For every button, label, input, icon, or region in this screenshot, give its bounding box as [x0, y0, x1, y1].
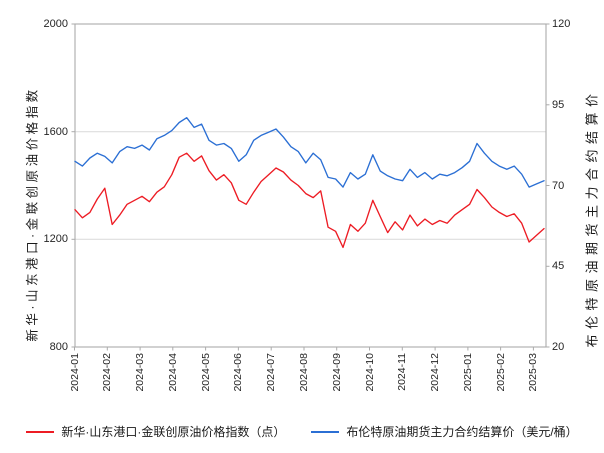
left-axis-title: 新华·山东港口·金联创原油价格指数: [25, 86, 40, 342]
index-series-line: [74, 152, 545, 249]
x-axis-tick-label: 2024-11: [396, 353, 409, 391]
left-axis-tick-label: 2000: [43, 18, 68, 30]
brent-series-line: [74, 117, 545, 188]
right-axis-tick-label: 20: [552, 341, 565, 353]
left-axis-tick-label: 1200: [43, 233, 68, 246]
legend: 新华·山东港口·金联创原油价格指数（点） 布伦特原油期货主力合约结算价（美元/桶…: [0, 423, 604, 440]
index-series-swatch: [26, 430, 55, 433]
x-axis-tick-label: 2025-02: [494, 353, 507, 392]
left-axis-tick-label: 1600: [43, 125, 68, 138]
x-axis-tick-label: 2024-07: [265, 353, 278, 392]
x-axis-tick-label: 2024-10: [363, 353, 376, 392]
x-axis-tick-label: 2024-08: [297, 353, 310, 392]
right-axis-tick-label: 70: [552, 179, 565, 192]
brent-series-label: 布伦特原油期货主力合约结算价（美元/桶）: [346, 425, 578, 439]
index-series-label: 新华·山东港口·金联创原油价格指数（点）: [61, 425, 286, 439]
x-axis-tick-label: 2024-09: [330, 353, 343, 392]
x-axis-tick-label: 2024-05: [199, 353, 212, 392]
right-axis-title: 布伦特原油期货主力合约结算价: [584, 88, 600, 348]
x-axis-tick-label: 2025-03: [527, 353, 540, 392]
x-axis-tick-label: 2024-04: [166, 353, 179, 392]
right-axis-tick-label: 45: [552, 260, 565, 273]
brent-series-swatch: [311, 430, 340, 433]
left-axis-tick-label: 800: [49, 341, 68, 353]
right-axis-tick-label: 120: [552, 18, 571, 30]
x-axis-tick-label: 2024-02: [101, 353, 114, 392]
x-axis-tick-label: 2024-01: [68, 353, 81, 392]
legend-item-brent: 布伦特原油期货主力合约结算价（美元/桶）: [311, 423, 578, 440]
right-axis-tick-label: 95: [552, 98, 565, 111]
x-axis-tick-label: 2024-12: [429, 353, 442, 392]
plot-frame: [74, 23, 547, 348]
legend-item-index: 新华·山东港口·金联创原油价格指数（点）: [26, 423, 285, 440]
x-axis-tick-label: 2024-06: [232, 353, 245, 392]
x-axis-tick-label: 2025-01: [461, 353, 474, 392]
x-axis-tick-label: 2024-03: [134, 353, 147, 392]
